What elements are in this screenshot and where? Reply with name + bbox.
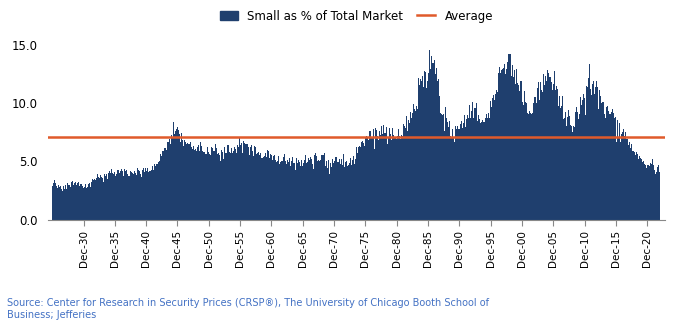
Legend: Small as % of Total Market, Average: Small as % of Total Market, Average (215, 5, 498, 27)
Text: Source: Center for Research in Security Prices (CRSP®), The University of Chicag: Source: Center for Research in Security … (7, 298, 489, 320)
